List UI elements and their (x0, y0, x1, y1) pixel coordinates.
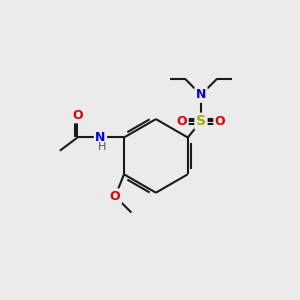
Text: O: O (72, 109, 83, 122)
Text: S: S (196, 114, 206, 128)
Text: O: O (215, 115, 226, 128)
Text: H: H (98, 142, 106, 152)
Text: O: O (177, 115, 187, 128)
Text: O: O (110, 190, 121, 203)
Text: N: N (95, 131, 106, 144)
Text: N: N (196, 88, 206, 101)
